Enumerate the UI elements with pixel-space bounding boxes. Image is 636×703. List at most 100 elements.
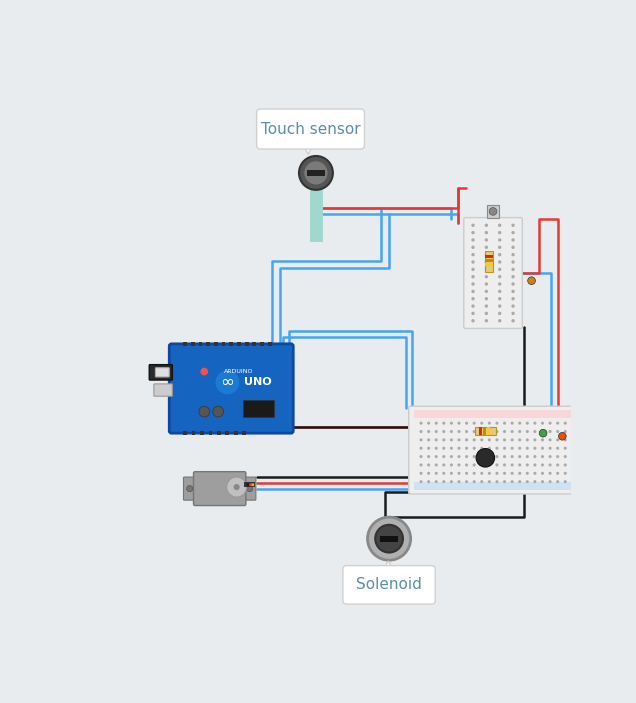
Circle shape bbox=[485, 231, 488, 234]
Bar bbox=[487, 427, 490, 434]
Circle shape bbox=[563, 439, 567, 441]
Bar bbox=[485, 259, 493, 262]
Bar bbox=[234, 431, 238, 434]
Circle shape bbox=[465, 463, 468, 467]
FancyBboxPatch shape bbox=[154, 384, 172, 396]
Bar bbox=[183, 431, 187, 434]
Circle shape bbox=[434, 455, 438, 458]
Circle shape bbox=[563, 480, 567, 483]
Circle shape bbox=[541, 439, 544, 441]
Circle shape bbox=[526, 463, 529, 467]
Circle shape bbox=[473, 439, 476, 441]
Circle shape bbox=[541, 430, 544, 433]
Circle shape bbox=[511, 422, 514, 425]
Circle shape bbox=[498, 275, 501, 278]
FancyBboxPatch shape bbox=[155, 368, 169, 377]
Circle shape bbox=[485, 297, 488, 300]
Circle shape bbox=[541, 422, 544, 425]
Circle shape bbox=[457, 430, 460, 433]
Circle shape bbox=[511, 463, 514, 467]
Circle shape bbox=[434, 439, 438, 441]
Circle shape bbox=[473, 422, 476, 425]
Circle shape bbox=[495, 430, 499, 433]
Bar bbox=[485, 251, 493, 272]
Bar bbox=[483, 427, 486, 434]
Circle shape bbox=[548, 480, 551, 483]
Bar bbox=[485, 255, 493, 258]
Circle shape bbox=[457, 463, 460, 467]
Circle shape bbox=[511, 446, 514, 450]
Circle shape bbox=[563, 430, 567, 433]
Circle shape bbox=[518, 422, 522, 425]
Bar bbox=[226, 431, 230, 434]
Circle shape bbox=[233, 484, 240, 490]
Circle shape bbox=[579, 472, 582, 475]
Circle shape bbox=[457, 446, 460, 450]
Circle shape bbox=[511, 224, 515, 227]
Bar bbox=[244, 482, 255, 487]
Circle shape bbox=[368, 517, 411, 560]
Circle shape bbox=[498, 297, 501, 300]
Circle shape bbox=[548, 446, 551, 450]
Circle shape bbox=[471, 297, 474, 300]
Circle shape bbox=[556, 422, 559, 425]
Circle shape bbox=[434, 472, 438, 475]
Circle shape bbox=[442, 422, 445, 425]
Circle shape bbox=[498, 253, 501, 257]
FancyBboxPatch shape bbox=[184, 477, 196, 500]
Circle shape bbox=[457, 439, 460, 441]
Circle shape bbox=[556, 455, 559, 458]
Circle shape bbox=[465, 446, 468, 450]
Circle shape bbox=[485, 260, 488, 264]
Circle shape bbox=[247, 486, 252, 491]
Circle shape bbox=[471, 231, 474, 234]
Circle shape bbox=[511, 290, 515, 293]
Circle shape bbox=[526, 430, 529, 433]
Circle shape bbox=[465, 430, 468, 433]
Circle shape bbox=[442, 446, 445, 450]
Circle shape bbox=[579, 463, 582, 467]
Circle shape bbox=[571, 446, 574, 450]
Circle shape bbox=[579, 430, 582, 433]
Circle shape bbox=[511, 238, 515, 242]
Circle shape bbox=[511, 231, 515, 234]
Circle shape bbox=[427, 439, 430, 441]
Bar bbox=[479, 427, 482, 434]
Circle shape bbox=[511, 253, 515, 257]
Circle shape bbox=[420, 422, 422, 425]
Circle shape bbox=[518, 446, 522, 450]
Circle shape bbox=[571, 480, 574, 483]
Circle shape bbox=[457, 472, 460, 475]
Bar bbox=[198, 342, 202, 346]
FancyBboxPatch shape bbox=[409, 406, 593, 494]
Circle shape bbox=[556, 439, 559, 441]
Circle shape bbox=[480, 463, 483, 467]
Circle shape bbox=[442, 439, 445, 441]
Circle shape bbox=[526, 439, 529, 441]
Circle shape bbox=[471, 238, 474, 242]
Circle shape bbox=[450, 439, 453, 441]
Circle shape bbox=[450, 472, 453, 475]
Circle shape bbox=[299, 156, 333, 190]
Circle shape bbox=[498, 319, 501, 323]
Polygon shape bbox=[303, 146, 313, 155]
Bar bbox=[245, 342, 249, 346]
Circle shape bbox=[511, 245, 515, 249]
Circle shape bbox=[498, 283, 501, 285]
Circle shape bbox=[249, 483, 252, 486]
Bar bbox=[485, 263, 493, 266]
Circle shape bbox=[485, 253, 488, 257]
Text: Touch sensor: Touch sensor bbox=[261, 122, 361, 136]
Circle shape bbox=[534, 446, 536, 450]
Circle shape bbox=[473, 463, 476, 467]
Circle shape bbox=[480, 455, 483, 458]
Circle shape bbox=[511, 455, 514, 458]
Circle shape bbox=[518, 439, 522, 441]
Circle shape bbox=[534, 455, 536, 458]
Circle shape bbox=[511, 297, 515, 300]
Circle shape bbox=[450, 455, 453, 458]
Circle shape bbox=[471, 260, 474, 264]
Circle shape bbox=[556, 463, 559, 467]
Text: ∞: ∞ bbox=[221, 373, 234, 392]
Circle shape bbox=[526, 455, 529, 458]
